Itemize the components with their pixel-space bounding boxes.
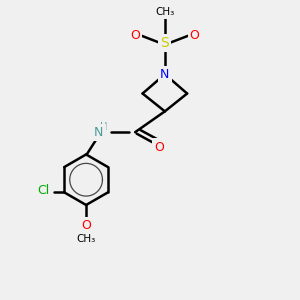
Text: S: S <box>160 36 169 50</box>
Text: O: O <box>130 29 140 42</box>
Text: Cl: Cl <box>37 184 50 197</box>
Text: O: O <box>190 29 200 42</box>
Text: CH₃: CH₃ <box>155 7 175 17</box>
Text: H: H <box>100 122 108 132</box>
Text: O: O <box>154 140 164 154</box>
Text: CH₃: CH₃ <box>76 234 96 244</box>
Text: N: N <box>160 68 170 81</box>
Text: O: O <box>81 219 91 232</box>
Text: N: N <box>94 126 104 139</box>
